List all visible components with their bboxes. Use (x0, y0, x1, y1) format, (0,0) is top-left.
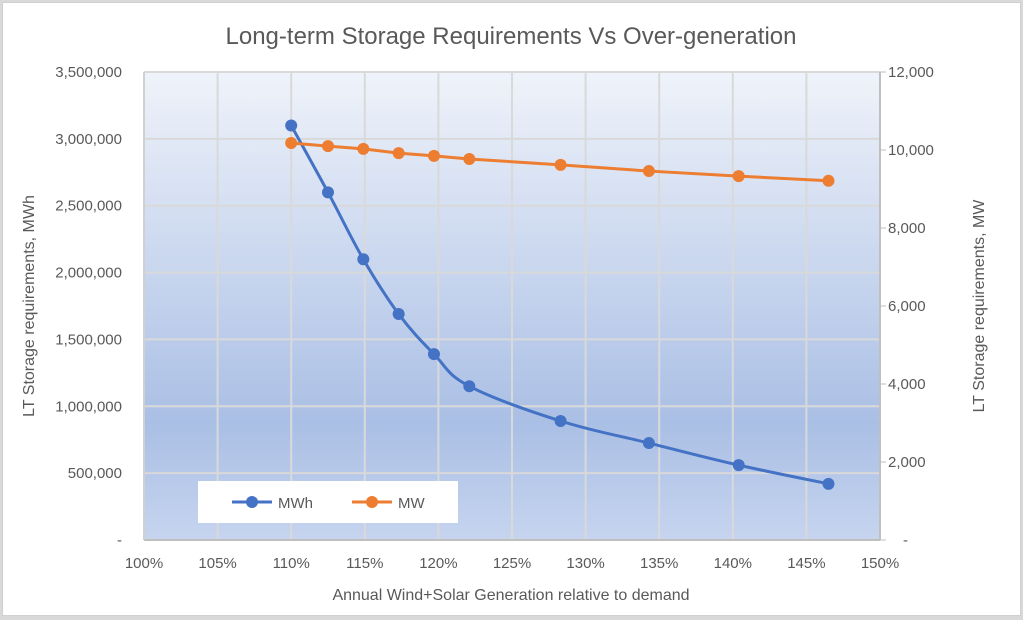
y2-tick-label: 8,000 (888, 220, 926, 237)
series-line-mwh (289, 124, 829, 486)
y-axis-label: LT Storage requirements, MWh (21, 195, 38, 417)
series-mwh (285, 119, 835, 490)
x-tick-label: 120% (419, 555, 457, 572)
y-tick-label: 3,500,000 (55, 64, 122, 81)
y-tick-label: 1,500,000 (55, 331, 122, 348)
data-point-mwh[interactable] (322, 186, 334, 199)
data-point-mw[interactable] (392, 147, 405, 160)
y2-tick-label: 4,000 (888, 376, 926, 393)
data-point-mw[interactable] (822, 174, 835, 187)
x-tick-label: 110% (273, 555, 310, 572)
x-tick-label: 150% (861, 555, 899, 572)
y2-tick-label: 10,000 (888, 142, 934, 159)
legend-label-mwh: MWh (278, 495, 313, 512)
y2-tick-label: 6,000 (888, 298, 926, 315)
x-tick-label: 140% (714, 555, 752, 572)
data-point-mw[interactable] (427, 149, 440, 162)
x-tick-label: 115% (346, 555, 383, 572)
y-tick-labels: - 500,000 1,000,000 1,500,000 2,000,000 2,500… (55, 64, 122, 549)
y-tick-label: 3,000,000 (55, 131, 122, 148)
y-tick-label: - (117, 532, 122, 549)
legend-marker-mwh (246, 496, 258, 508)
x-axis-label: Annual Wind+Solar Generation relative to… (332, 587, 689, 604)
y2-tick-label: 12,000 (888, 64, 934, 81)
y-tick-label: 1,000,000 (55, 398, 122, 415)
data-point-mwh[interactable] (392, 308, 405, 321)
x-tick-label: 125% (493, 555, 531, 572)
data-point-mwh[interactable] (822, 477, 835, 490)
y-tick-label: 500,000 (68, 465, 122, 482)
data-point-mw[interactable] (357, 142, 370, 155)
data-point-mwh[interactable] (732, 459, 745, 472)
data-point-mw[interactable] (642, 165, 655, 178)
x-tick-label: 105% (198, 555, 236, 572)
x-tick-label: 100% (125, 555, 163, 572)
legend-marker-mw (366, 496, 378, 508)
y-tick-label: 2,500,000 (55, 198, 122, 215)
data-point-mwh[interactable] (642, 437, 655, 450)
data-point-mw[interactable] (554, 158, 567, 171)
data-point-mw[interactable] (463, 152, 476, 165)
y2-axis-label: LT Storage requirements, MW (971, 199, 988, 413)
data-point-mwh[interactable] (357, 253, 370, 266)
chart-title: Long-term Storage Requirements Vs Over-g… (226, 23, 797, 50)
y-tick-label: 2,000,000 (55, 265, 122, 282)
axes (143, 71, 886, 541)
y2-tick-label: 2,000 (888, 454, 926, 471)
x-tick-label: 145% (787, 555, 825, 572)
legend-item-mwh[interactable]: MWh (232, 495, 313, 512)
series-line-mw (291, 141, 829, 183)
data-point-mwh[interactable] (463, 380, 476, 393)
data-point-mwh[interactable] (427, 348, 440, 361)
x-tick-label: 135% (640, 555, 678, 572)
data-point-mw[interactable] (732, 170, 745, 183)
legend-item-mw[interactable]: MW (352, 495, 425, 512)
data-point-mwh[interactable] (285, 119, 298, 132)
x-tick-labels: 100% 105% 110% 115% 120% 125% 130% 135% 140% 145%… (125, 555, 899, 572)
legend: MWh MW (198, 481, 458, 523)
data-point-mw[interactable] (322, 140, 334, 153)
series-mw (285, 136, 835, 187)
y2-tick-labels: - 2,000 4,000 6,000 8,000 10,000 12,000 (888, 64, 934, 549)
legend-label-mw: MW (398, 495, 425, 512)
data-point-mw[interactable] (285, 136, 298, 149)
y2-tick-label: - (903, 532, 908, 549)
data-point-mwh[interactable] (554, 414, 567, 427)
x-tick-label: 130% (566, 555, 604, 572)
